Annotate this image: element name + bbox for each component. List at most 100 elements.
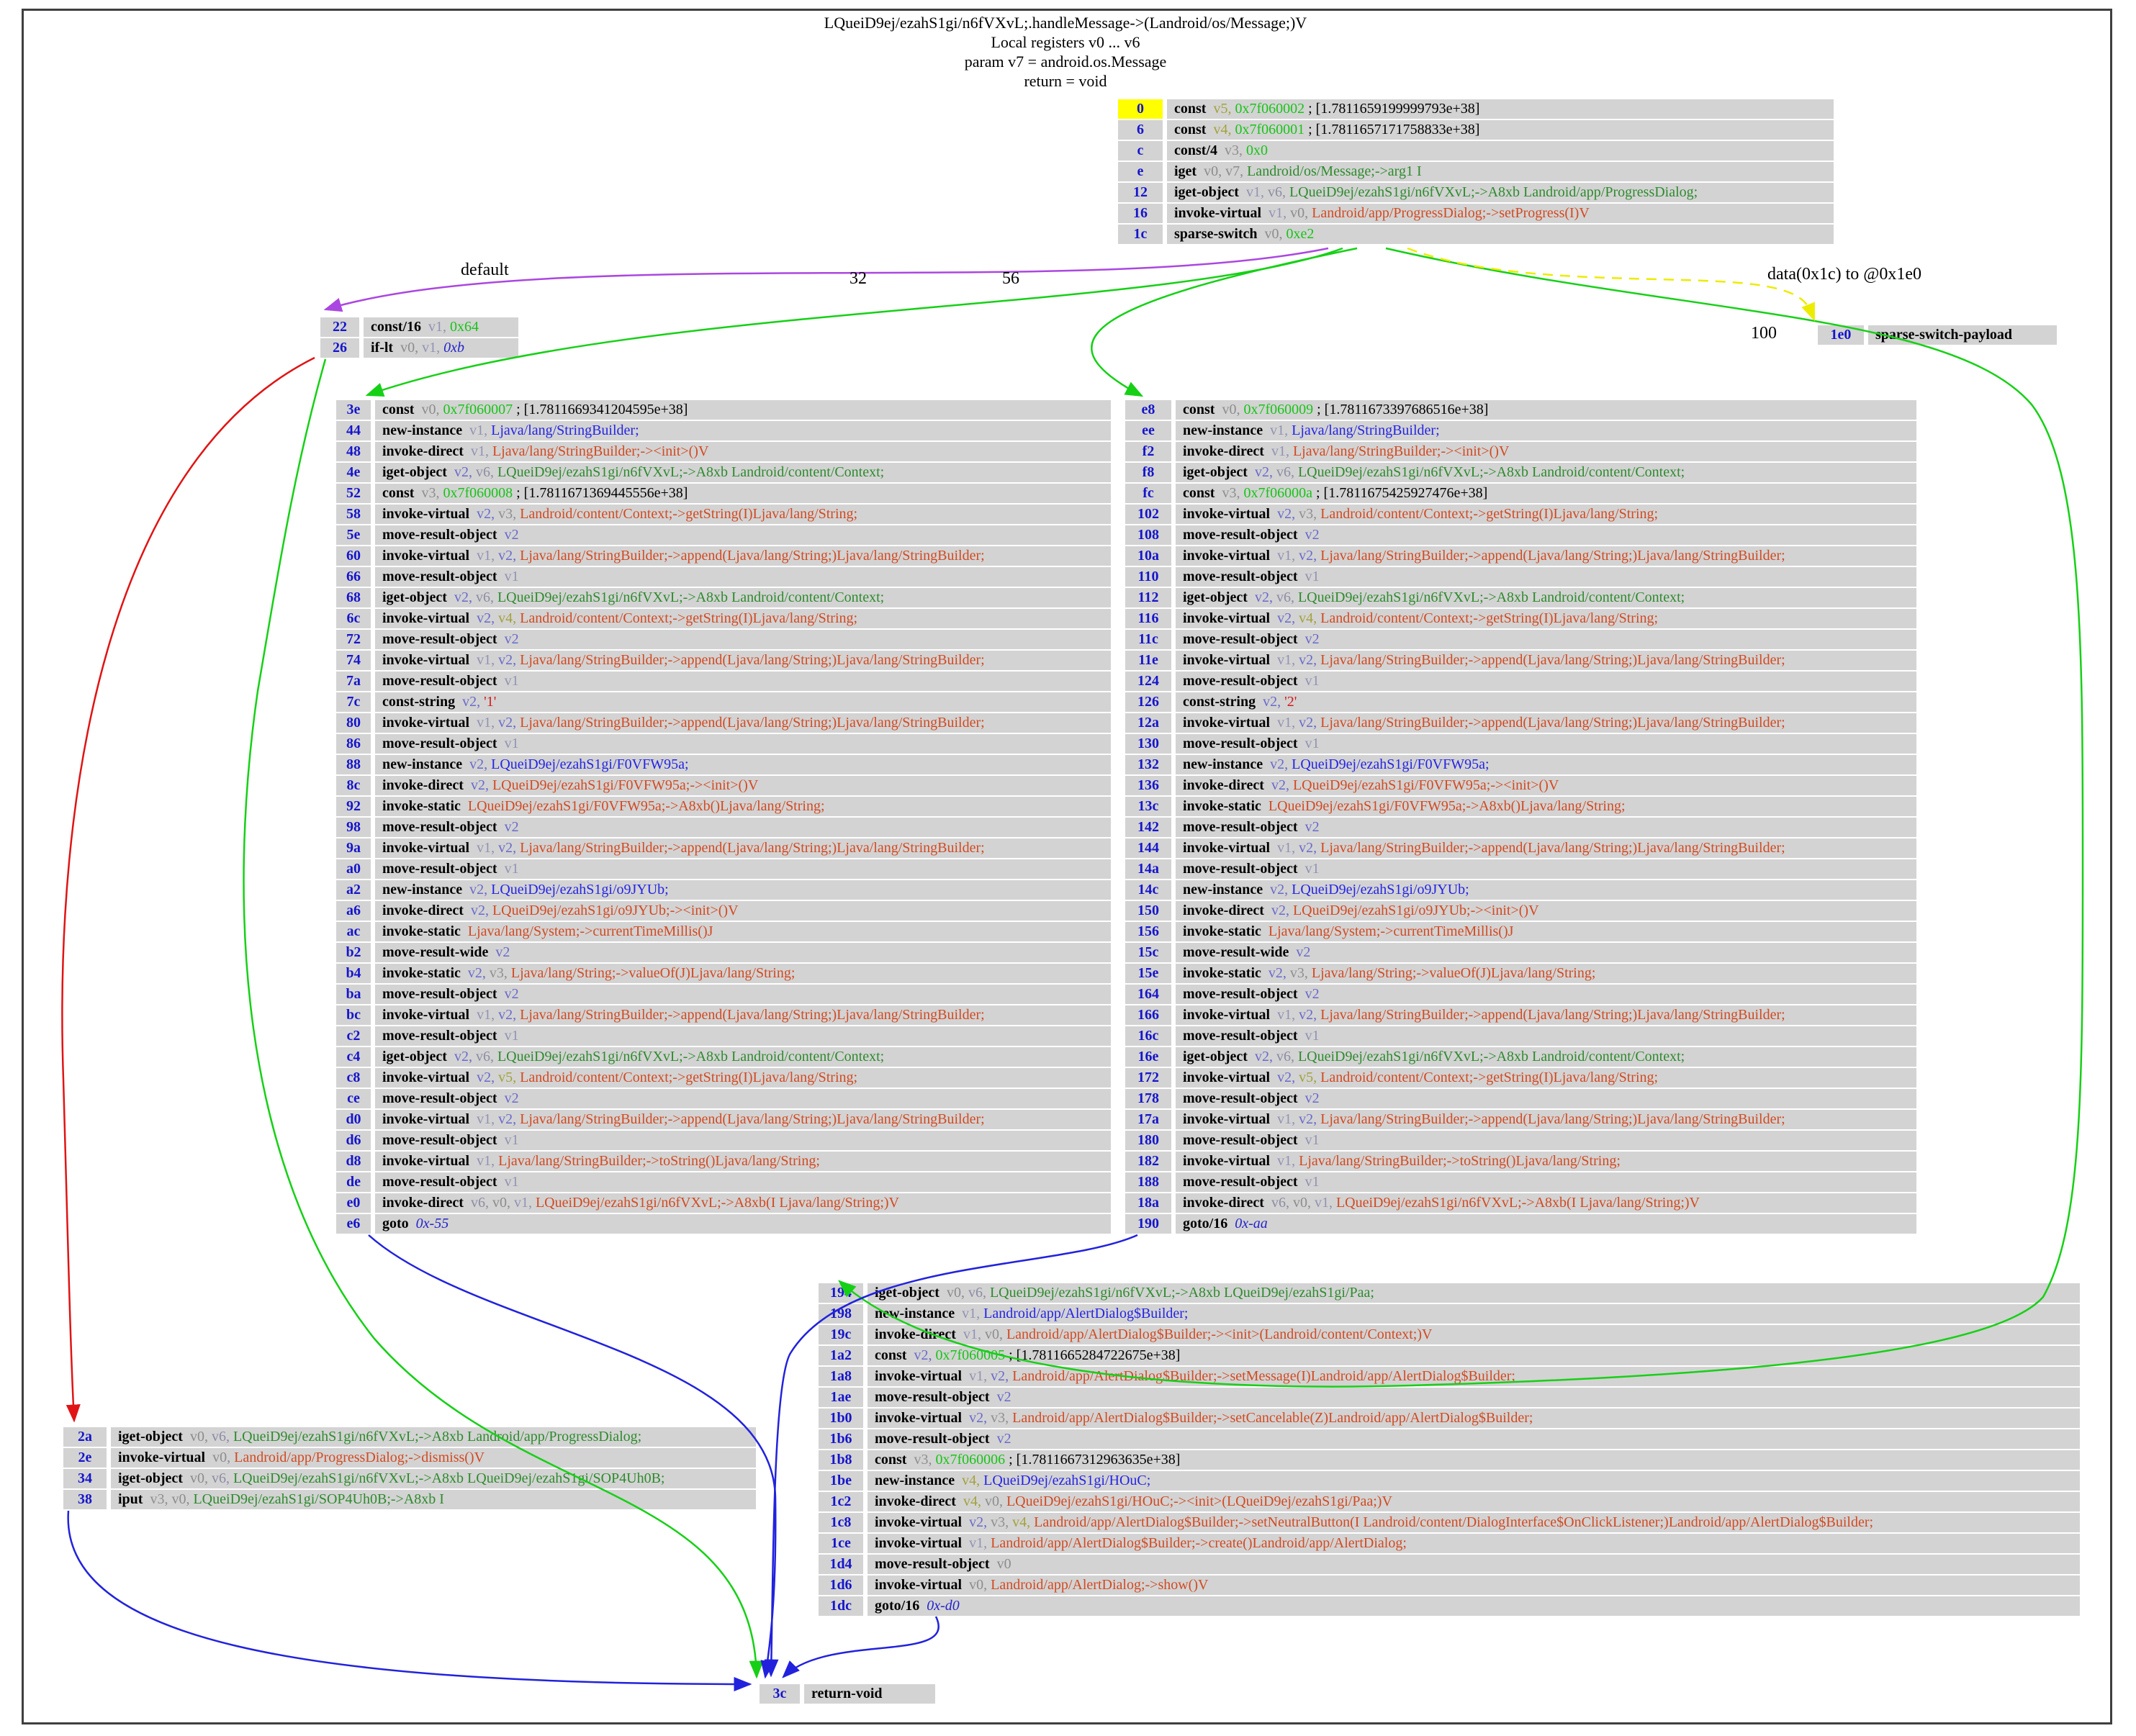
instruction-cell: invoke-static Ljava/lang/System;->curren… [1176,922,1916,941]
instruction-cell: move-result-object v2 [1176,1089,1916,1108]
instruction-cell: move-result-object v2 [375,1089,1111,1108]
address-cell: 166 [1125,1005,1171,1025]
token-r5: v5, [498,1070,521,1085]
token-m: const/4 [1174,143,1217,158]
instruction-row-9a: 9a invoke-virtual v1, v2, Ljava/lang/Stri… [336,838,1111,858]
token-r2: v2, [962,1514,991,1530]
address-cell: 16e [1125,1047,1171,1067]
instruction-row-80: 80 invoke-virtual v1, v2, Ljava/lang/Stri… [336,713,1111,733]
token-f: LQueiD9ej/ezahS1gi/n6fVXvL;->A8xb LQueiD… [233,1470,665,1486]
instruction-cell: const v4, 0x7f060001 ; [1.78116571717588… [1167,120,1834,140]
instruction-row-c2: c2 move-result-object v1 [336,1026,1111,1046]
instruction-cell: const v0, 0x7f060009 ; [1.78116733976865… [1176,400,1916,420]
instruction-row-14a: 14a move-result-object v1 [1125,859,1916,879]
token-r2: v2, [1263,756,1292,772]
token-m: move-result-object [382,673,497,689]
instruction-cell: move-result-object v2 [1176,525,1916,545]
instruction-cell: const/4 v3, 0x0 [1167,141,1834,161]
token-v: Ljava/lang/StringBuilder;->append(Ljava/… [1320,1111,1785,1127]
instruction-cell: new-instance v1, Landroid/app/AlertDialo… [868,1304,2080,1324]
token-m: invoke-static [1183,923,1261,939]
address-cell: 18a [1125,1193,1171,1213]
address-cell: de [336,1172,371,1192]
param-info: param v7 = android.os.Message [964,53,1167,71]
token-r5: v5, [1206,101,1235,117]
instruction-row-1be: 1be new-instance v4, LQueiD9ej/ezahS1gi/H… [819,1471,2080,1491]
instruction-row-3e: 3e const v0, 0x7f060007 ; [1.781166934120… [336,400,1111,420]
edge-label-switch-case-100: 100 [1751,324,1777,343]
address-cell: 74 [336,651,371,670]
token-r1: v1 [1297,673,1320,689]
token-r3: v3, [143,1491,172,1507]
token-r1: v1, [1270,1007,1299,1023]
instruction-row-102: 102 invoke-virtual v2, v3, Landroid/conte… [1125,505,1916,524]
token-r1: v1, [462,422,492,438]
token-r1: v1, [962,1368,991,1384]
token-m: move-result-object [875,1431,990,1447]
token-r2: v2 [1297,1090,1320,1106]
instruction-cell: iget-object v1, v6, LQueiD9ej/ezahS1gi/n… [1167,183,1834,202]
token-r2: v2, [446,589,476,605]
instruction-row-68: 68 iget-object v2, v6, LQueiD9ej/ezahS1gi… [336,588,1111,607]
token-r1: v1, [422,340,444,356]
token-m: iget [1174,163,1197,179]
token-v: Ljava/lang/StringBuilder;-><init>()V [492,443,709,459]
token-r2: v2, [455,694,485,710]
address-cell: ac [336,922,371,941]
instruction-row-86: 86 move-result-object v1 [336,734,1111,754]
token-v: Ljava/lang/System;->currentTimeMillis()J [460,923,713,939]
token-r2: v2, [498,840,521,856]
address-cell: 8c [336,776,371,795]
token-v: Ljava/lang/StringBuilder;->append(Ljava/… [520,548,985,564]
instruction-cell: move-result-object v1 [375,567,1111,587]
token-r2: v2, [1261,965,1290,981]
instruction-cell: invoke-virtual v1, v2, Ljava/lang/String… [375,713,1111,733]
instruction-cell: invoke-direct v1, v0, Landroid/app/Alert… [868,1325,2080,1344]
basic-block-22: 22 const/16 v1, 0x64 26 if-lt v0, v1, 0xb [320,317,518,359]
address-cell: 34 [63,1469,107,1488]
token-r0: v0, [984,1493,1006,1509]
instruction-cell: invoke-direct v2, LQueiD9ej/ezahS1gi/o9J… [375,901,1111,921]
instruction-cell: invoke-virtual v1, v2, Landroid/app/Aler… [868,1367,2080,1386]
token-m: return-void [811,1686,883,1701]
instruction-row-6c: 6c invoke-virtual v2, v4, Landroid/conten… [336,609,1111,628]
instruction-cell: const v5, 0x7f060002 ; [1.78116591999997… [1167,99,1834,119]
token-r0: v0, [1215,402,1244,417]
instruction-cell: const v3, 0x7f06000a ; [1.78116754259274… [1176,484,1916,503]
instruction-row-b2: b2 move-result-wide v2 [336,943,1111,962]
token-r2: v2 [1297,986,1320,1002]
address-cell: fc [1125,484,1171,503]
token-h: 0x64 [450,319,479,335]
instruction-row-12: 12 iget-object v1, v6, LQueiD9ej/ezahS1gi… [1118,183,1834,202]
address-cell: 58 [336,505,371,524]
instruction-row-1ce: 1ce invoke-virtual v1, Landroid/app/Alert… [819,1534,2080,1553]
instruction-cell: new-instance v1, Ljava/lang/StringBuilde… [1176,421,1916,440]
token-r2: v2, [462,882,492,898]
token-v: Ljava/lang/System;->currentTimeMillis()J [1261,923,1514,939]
token-r1: v1, [469,715,499,731]
instruction-row-2e: 2e invoke-virtual v0, Landroid/app/Progre… [63,1448,756,1468]
instruction-row-19c: 19c invoke-direct v1, v0, Landroid/app/Al… [819,1325,2080,1344]
address-cell: 15c [1125,943,1171,962]
token-r1: v1, [1270,548,1299,564]
token-m: if-lt [371,340,394,356]
instruction-row-fc: fc const v3, 0x7f06000a ; [1.781167542592… [1125,484,1916,503]
instruction-row-1b0: 1b0 invoke-virtual v2, v3, Landroid/app/A… [819,1409,2080,1428]
token-r4: v4, [1012,1514,1035,1530]
token-r6: v6, [475,1049,497,1064]
instruction-row-144: 144 invoke-virtual v1, v2, Ljava/lang/Str… [1125,838,1916,858]
basic-block-2a: 2a iget-object v0, v6, LQueiD9ej/ezahS1gi… [63,1427,756,1511]
instruction-row-e8: e8 const v0, 0x7f060009 ; [1.781167339768… [1125,400,1916,420]
token-r1: v1, [1270,715,1299,731]
token-m: invoke-virtual [1174,205,1262,221]
instruction-row-16c: 16c move-result-object v1 [1125,1026,1916,1046]
token-h: 0x7f060006 [935,1452,1006,1468]
token-r2: v2 [497,527,519,543]
address-cell: 1c2 [819,1492,863,1511]
instruction-row-38: 38 iput v3, v0, LQueiD9ej/ezahS1gi/SOP4Uh… [63,1490,756,1509]
instruction-row-126: 126 const-string v2, '2' [1125,692,1916,712]
token-r3: v3, [1299,506,1321,522]
token-v: Landroid/app/AlertDialog$Builder;->setNe… [1034,1514,1874,1530]
token-r2: v2, [1247,589,1276,605]
instruction-cell: iget-object v2, v6, LQueiD9ej/ezahS1gi/n… [375,588,1111,607]
